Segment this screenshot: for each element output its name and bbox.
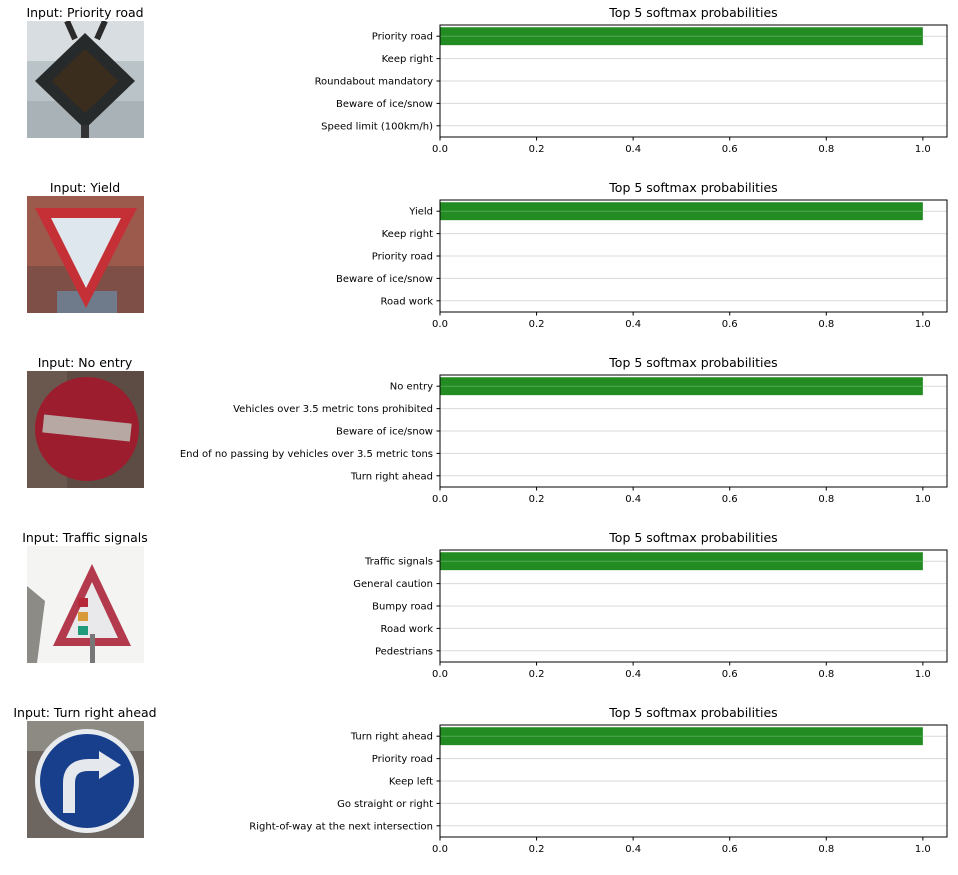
- x-tick-label: 0.2: [529, 144, 545, 155]
- turn-right-ahead-sign-image: [27, 721, 144, 838]
- input-title: Input: No entry: [37, 355, 133, 370]
- x-tick-label: 0.6: [722, 319, 738, 330]
- y-tick-label: Keep right: [382, 54, 433, 65]
- y-tick-label: Go straight or right: [337, 799, 433, 810]
- x-tick-label: 0.6: [722, 844, 738, 855]
- y-tick-label: Priority road: [372, 754, 433, 765]
- bar-chart: Traffic signals General caution Bumpy road…: [353, 530, 948, 680]
- input-title: Input: Yield: [49, 180, 121, 195]
- y-tick-label: Right-of-way at the next intersection: [249, 821, 433, 832]
- x-tick-label: 0.8: [818, 144, 834, 155]
- x-tick-label: 0.8: [818, 669, 834, 680]
- y-tick-label: Traffic signals: [364, 557, 433, 568]
- chart-title: Top 5 softmax probabilities: [608, 5, 777, 20]
- y-tick-label: Vehicles over 3.5 metric tons prohibited: [233, 404, 433, 415]
- y-tick-label: End of no passing by vehicles over 3.5 m…: [180, 449, 433, 460]
- bar-chart: Turn right ahead Priority road Keep left Go…: [249, 705, 948, 855]
- row-traffic-signals: Input: Traffic signals Traffic signals Ge…: [0, 525, 958, 700]
- x-tick-label: 1.0: [915, 144, 931, 155]
- x-tick-label: 0.4: [625, 144, 641, 155]
- x-tick-label: 0.0: [432, 844, 448, 855]
- chart-title: Top 5 softmax probabilities: [608, 180, 777, 195]
- x-tick-label: 0.0: [432, 494, 448, 505]
- x-tick-label: 0.0: [432, 669, 448, 680]
- bar-chart: Priority road Keep right Roundabout mandat…: [315, 5, 948, 155]
- y-tick-label: Turn right ahead: [350, 732, 433, 743]
- x-tick-label: 0.8: [818, 494, 834, 505]
- traffic-signals-sign-image: [27, 546, 144, 663]
- x-tick-label: 0.4: [625, 494, 641, 505]
- x-tick-label: 0.2: [529, 494, 545, 505]
- x-tick-label: 0.4: [625, 844, 641, 855]
- x-tick-label: 0.6: [722, 669, 738, 680]
- y-tick-label: Beware of ice/snow: [336, 427, 433, 438]
- y-tick-label: Yield: [408, 207, 433, 218]
- priority-road-sign-image: [27, 21, 144, 138]
- y-tick-label: Bumpy road: [372, 602, 433, 613]
- x-tick-label: 1.0: [915, 319, 931, 330]
- x-tick-label: 0.8: [818, 319, 834, 330]
- y-tick-label: Speed limit (100km/h): [321, 121, 433, 132]
- y-tick-label: Beware of ice/snow: [336, 99, 433, 110]
- x-tick-label: 0.0: [432, 144, 448, 155]
- y-tick-label: Pedestrians: [375, 646, 433, 657]
- y-tick-label: No entry: [390, 382, 433, 393]
- no-entry-sign-image: [27, 371, 144, 488]
- input-title: Input: Turn right ahead: [13, 705, 157, 720]
- input-title: Input: Traffic signals: [22, 530, 148, 545]
- x-tick-label: 0.6: [722, 494, 738, 505]
- x-tick-label: 0.2: [529, 844, 545, 855]
- chart-title: Top 5 softmax probabilities: [608, 530, 777, 545]
- x-tick-label: 0.8: [818, 844, 834, 855]
- x-tick-label: 0.2: [529, 319, 545, 330]
- chart-title: Top 5 softmax probabilities: [608, 705, 777, 720]
- y-tick-label: Road work: [381, 296, 434, 307]
- x-tick-label: 1.0: [915, 494, 931, 505]
- row-yield: Input: Yield Yield Keep right Priority roa…: [0, 175, 958, 350]
- x-tick-label: 0.4: [625, 319, 641, 330]
- row-turn-right-ahead: Input: Turn right ahead Turn right ahead…: [0, 700, 958, 875]
- yield-sign-image: [27, 196, 144, 313]
- input-title: Input: Priority road: [26, 5, 144, 20]
- x-tick-label: 0.4: [625, 669, 641, 680]
- y-tick-label: Priority road: [372, 32, 433, 43]
- x-tick-label: 0.0: [432, 319, 448, 330]
- y-tick-label: Roundabout mandatory: [315, 77, 434, 88]
- chart-title: Top 5 softmax probabilities: [608, 355, 777, 370]
- y-tick-label: General caution: [353, 579, 433, 590]
- y-tick-label: Road work: [381, 624, 434, 635]
- y-tick-label: Beware of ice/snow: [336, 274, 433, 285]
- x-tick-label: 0.6: [722, 144, 738, 155]
- x-tick-label: 1.0: [915, 669, 931, 680]
- row-priority-road: Input: Priority road Priority road Keep r…: [0, 0, 958, 175]
- y-tick-label: Turn right ahead: [350, 471, 433, 482]
- row-no-entry: Input: No entry No entry Vehicles over 3.…: [0, 350, 958, 525]
- x-tick-label: 1.0: [915, 844, 931, 855]
- y-tick-label: Priority road: [372, 252, 433, 263]
- y-tick-label: Keep right: [382, 229, 433, 240]
- bar-chart: Yield Keep right Priority road Beware of ic…: [336, 180, 948, 330]
- bar-chart: No entry Vehicles over 3.5 metric tons pr…: [180, 355, 948, 505]
- x-tick-label: 0.2: [529, 669, 545, 680]
- y-tick-label: Keep left: [389, 777, 433, 788]
